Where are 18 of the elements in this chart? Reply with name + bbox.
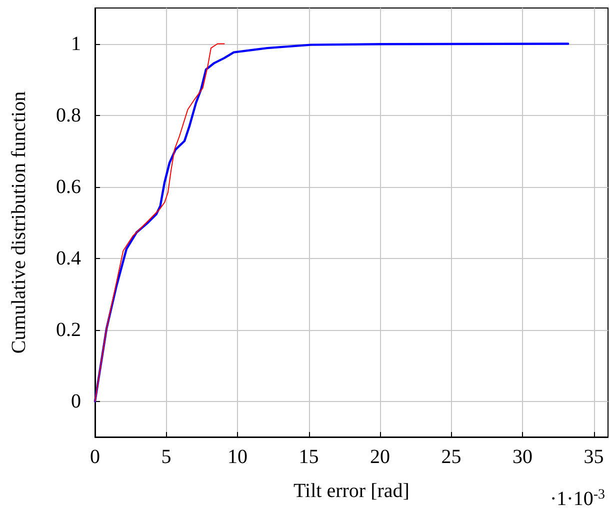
y-tick-label: 0.2 — [56, 318, 81, 341]
x-tick-label: 0 — [90, 446, 100, 468]
line-series — [94, 42, 570, 402]
y-tick-label: 0.6 — [56, 176, 81, 198]
x-tick-label: 5 — [161, 446, 172, 468]
x-tick-label: 35 — [584, 446, 604, 468]
x-tick-label: 20 — [370, 446, 390, 468]
y-tick-label: 0.4 — [56, 247, 81, 270]
x-tick-label: 10 — [228, 446, 248, 468]
x-tick-label: 25 — [441, 446, 462, 468]
y-tick-label: 1 — [71, 32, 81, 55]
x-axis-title: Tilt error [rad] — [294, 480, 410, 502]
x-tick-label: 30 — [512, 446, 532, 468]
y-tick-label: 0 — [71, 390, 81, 412]
x-tick-label: 15 — [298, 446, 319, 468]
y-axis-title: Cumulative distribution function — [8, 91, 30, 354]
line-series — [94, 43, 225, 402]
y-tick-label: 0.8 — [56, 104, 81, 126]
